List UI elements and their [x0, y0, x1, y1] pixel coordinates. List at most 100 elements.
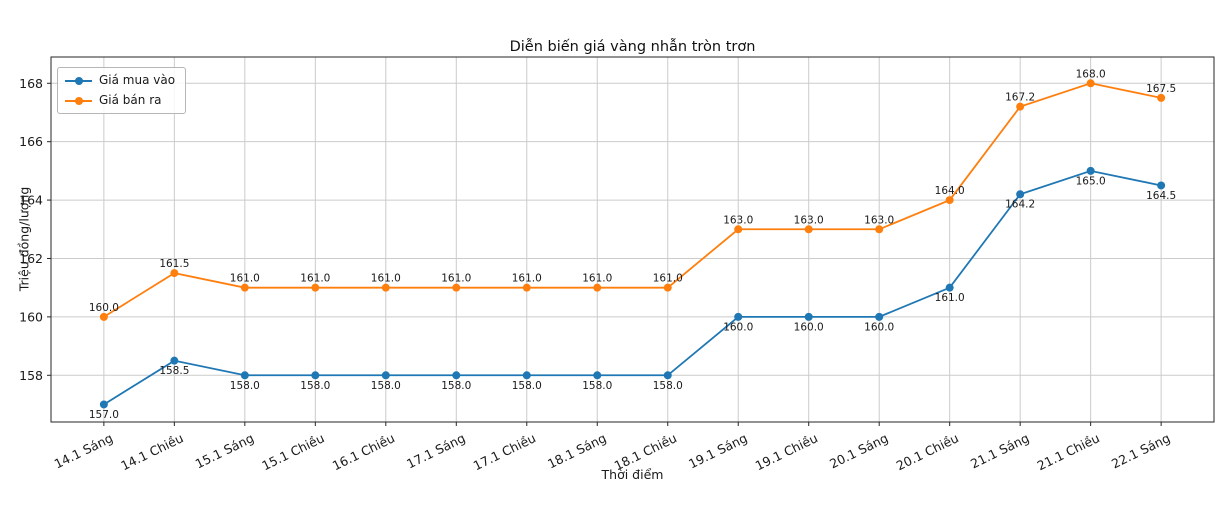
x-tick-label: 18.1 Chiều: [612, 430, 679, 473]
data-point-marker: [1016, 190, 1025, 199]
data-point-marker: [804, 225, 813, 234]
data-point-label: 161.0: [230, 273, 260, 285]
legend-line-marker-icon: [65, 96, 92, 105]
data-point-label: 158.0: [371, 380, 401, 392]
data-point-marker: [945, 283, 954, 292]
x-tick-label: 17.1 Chiều: [471, 430, 538, 473]
x-tick-label: 14.1 Sáng: [52, 430, 115, 471]
y-tick-label: 162: [19, 251, 43, 266]
data-point-marker: [311, 371, 320, 380]
data-point-marker: [875, 225, 884, 234]
x-tick-label: 14.1 Chiều: [118, 430, 185, 473]
data-point-marker: [945, 196, 954, 205]
data-point-marker: [1086, 79, 1095, 88]
data-point-label: 161.5: [159, 258, 189, 270]
legend-label-buy: Giá mua vào: [99, 73, 176, 87]
data-point-marker: [99, 400, 108, 409]
data-point-marker: [240, 371, 249, 380]
data-point-label: 158.0: [300, 380, 330, 392]
data-point-marker: [522, 283, 531, 292]
legend-line-marker-icon: [65, 76, 92, 85]
x-tick-label: 20.1 Sáng: [827, 430, 890, 471]
plot-border: [50, 56, 1215, 423]
series-line: [103, 82, 1162, 318]
data-point-label: 160.0: [723, 321, 753, 333]
data-point-marker: [734, 312, 743, 321]
chart-title: Diễn biến giá vàng nhẫn tròn trơn: [509, 39, 756, 55]
x-axis-label: Thời điểm: [601, 467, 664, 482]
data-point-marker: [381, 283, 390, 292]
data-point-marker: [663, 283, 672, 292]
x-tick-label: 18.1 Sáng: [545, 430, 608, 471]
x-tick-label: 19.1 Sáng: [686, 430, 749, 471]
x-tick-label: 20.1 Chiều: [894, 430, 961, 473]
legend-label-sell: Giá bán ra: [99, 93, 162, 107]
data-point-label: 161.0: [371, 273, 401, 285]
data-point-marker: [452, 283, 461, 292]
data-point-label: 167.2: [1005, 92, 1035, 104]
data-point-marker: [1157, 181, 1166, 190]
x-tick-label: 17.1 Sáng: [404, 430, 467, 471]
series-line: [103, 169, 1162, 406]
data-point-label: 160.0: [794, 321, 824, 333]
data-point-marker: [240, 283, 249, 292]
data-point-marker: [99, 312, 108, 321]
x-tick-label: 15.1 Chiều: [259, 430, 326, 473]
y-tick-label: 164: [19, 193, 43, 208]
y-tick-label: 158: [19, 368, 43, 383]
data-point-label: 158.0: [230, 380, 260, 392]
data-point-label: 160.0: [864, 321, 894, 333]
data-point-marker: [1157, 93, 1166, 102]
data-point-label: 158.0: [512, 380, 542, 392]
data-point-marker: [522, 371, 531, 380]
data-point-label: 158.0: [582, 380, 612, 392]
x-tick-label: 21.1 Chiều: [1035, 430, 1102, 473]
data-point-label: 158.0: [653, 380, 683, 392]
data-point-label: 160.0: [89, 302, 119, 314]
legend-item-gia-mua-vao: Giá mua vào: [65, 73, 175, 88]
data-point-label: 163.0: [723, 214, 753, 226]
data-point-label: 168.0: [1076, 68, 1106, 80]
x-tick-label: 15.1 Sáng: [193, 430, 256, 471]
x-tick-label: 22.1 Sáng: [1109, 430, 1172, 471]
x-tick-label: 16.1 Chiều: [330, 430, 397, 473]
data-point-label: 161.0: [582, 273, 612, 285]
data-point-marker: [170, 269, 179, 278]
data-point-label: 164.2: [1005, 199, 1035, 211]
x-tick-label: 19.1 Chiều: [753, 430, 820, 473]
data-point-label: 163.0: [864, 214, 894, 226]
data-point-label: 161.0: [300, 273, 330, 285]
data-point-label: 161.0: [653, 273, 683, 285]
legend-item-gia-ban-ra: Giá bán ra: [65, 93, 175, 108]
data-point-label: 161.0: [441, 273, 471, 285]
legend: Giá mua vào Giá bán ra: [57, 67, 187, 114]
data-point-marker: [875, 312, 884, 321]
data-point-marker: [381, 371, 390, 380]
data-point-label: 163.0: [794, 214, 824, 226]
y-tick-label: 160: [19, 309, 43, 324]
data-point-marker: [1016, 102, 1025, 111]
data-point-label: 158.0: [441, 380, 471, 392]
data-point-marker: [593, 283, 602, 292]
y-tick-label: 166: [19, 134, 43, 149]
data-point-marker: [663, 371, 672, 380]
data-point-label: 161.0: [935, 292, 965, 304]
x-tick-label: 21.1 Sáng: [968, 430, 1031, 471]
data-point-marker: [311, 283, 320, 292]
data-point-label: 158.5: [159, 365, 189, 377]
data-point-label: 161.0: [512, 273, 542, 285]
data-point-label: 157.0: [89, 409, 119, 421]
data-point-marker: [452, 371, 461, 380]
data-point-marker: [1086, 166, 1095, 175]
data-point-label: 164.5: [1146, 190, 1176, 202]
data-point-marker: [804, 312, 813, 321]
data-point-label: 165.0: [1076, 175, 1106, 187]
data-point-marker: [170, 356, 179, 365]
data-point-label: 167.5: [1146, 83, 1176, 95]
data-point-marker: [593, 371, 602, 380]
data-point-marker: [734, 225, 743, 234]
y-tick-label: 168: [19, 76, 43, 91]
data-point-label: 164.0: [935, 185, 965, 197]
